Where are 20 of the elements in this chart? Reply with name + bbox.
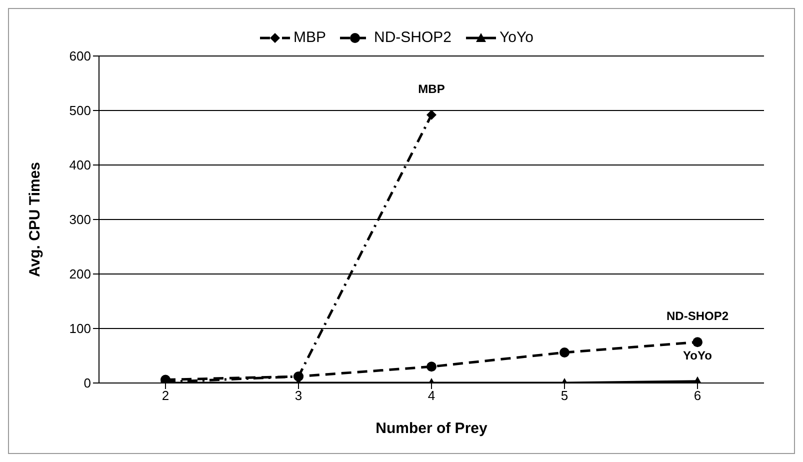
y-tick-label: 500 [69, 103, 91, 118]
x-axis-title: Number of Prey [376, 420, 488, 437]
annotation: YoYo [683, 348, 712, 362]
y-tick-label: 600 [69, 48, 91, 64]
x-tick-label: 2 [162, 388, 170, 404]
y-tick-label: 400 [69, 158, 91, 173]
x-tick-label: 3 [294, 388, 302, 404]
y-tick-label: 300 [69, 212, 91, 228]
x-tick-label: 4 [428, 388, 436, 404]
x-tick-label: 6 [694, 388, 702, 404]
y-tick-label: 100 [69, 321, 91, 336]
x-tick-label: 5 [560, 388, 568, 404]
legend-label: MBP [294, 29, 326, 46]
annotation: MBP [418, 82, 445, 96]
legend-label: ND-SHOP2 [374, 29, 452, 46]
y-tick-label: 200 [69, 266, 91, 282]
y-tick-label: 0 [84, 376, 91, 391]
y-axis-title: Avg. CPU Times [26, 162, 44, 278]
annotation: ND-SHOP2 [666, 309, 729, 324]
legend-label: YoYo [500, 29, 534, 46]
